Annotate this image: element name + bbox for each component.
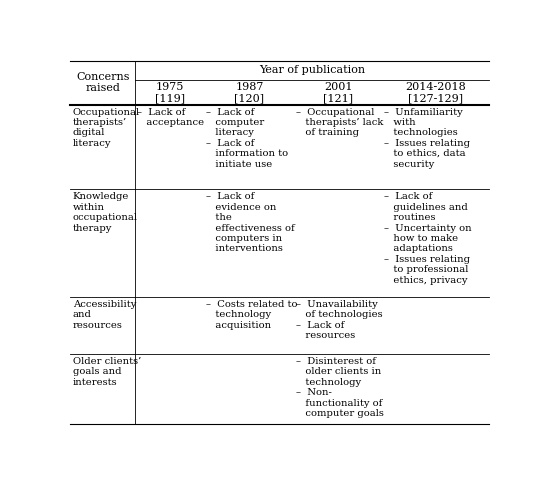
Text: Accessibility
and
resources: Accessibility and resources (73, 300, 136, 330)
Text: Occupational
therapists’
digital
literacy: Occupational therapists’ digital literac… (73, 108, 140, 148)
Text: 1975
[119]: 1975 [119] (155, 82, 185, 103)
Text: –  Lack of
   acceptance: – Lack of acceptance (137, 108, 204, 127)
Text: 1987
[120]: 1987 [120] (234, 82, 264, 103)
Text: Concerns
raised: Concerns raised (76, 72, 129, 94)
Text: –  Lack of
   guidelines and
   routines
–  Uncertainty on
   how to make
   ada: – Lack of guidelines and routines – Unce… (384, 192, 472, 285)
Text: Older clients’
goals and
interests: Older clients’ goals and interests (73, 357, 141, 387)
Text: –  Occupational
   therapists’ lack
   of training: – Occupational therapists’ lack of train… (296, 108, 383, 137)
Text: Knowledge
within
occupational
therapy: Knowledge within occupational therapy (73, 192, 138, 232)
Text: 2001
[121]: 2001 [121] (323, 82, 354, 103)
Text: –  Lack of
   evidence on
   the
   effectiveness of
   computers in
   interven: – Lack of evidence on the effectiveness … (206, 192, 295, 253)
Text: –  Costs related to
   technology
   acquisition: – Costs related to technology acquisitio… (206, 300, 298, 330)
Text: –  Unavailability
   of technologies
–  Lack of
   resources: – Unavailability of technologies – Lack … (296, 300, 383, 340)
Text: –  Unfamiliarity
   with
   technologies
–  Issues relating
   to ethics, data
 : – Unfamiliarity with technologies – Issu… (384, 108, 470, 168)
Text: –  Lack of
   computer
   literacy
–  Lack of
   information to
   initiate use: – Lack of computer literacy – Lack of in… (206, 108, 288, 168)
Text: –  Disinterest of
   older clients in
   technology
–  Non-
   functionality of
: – Disinterest of older clients in techno… (296, 357, 384, 418)
Text: 2014-2018
[127-129]: 2014-2018 [127-129] (406, 82, 466, 103)
Text: Year of publication: Year of publication (259, 65, 365, 75)
